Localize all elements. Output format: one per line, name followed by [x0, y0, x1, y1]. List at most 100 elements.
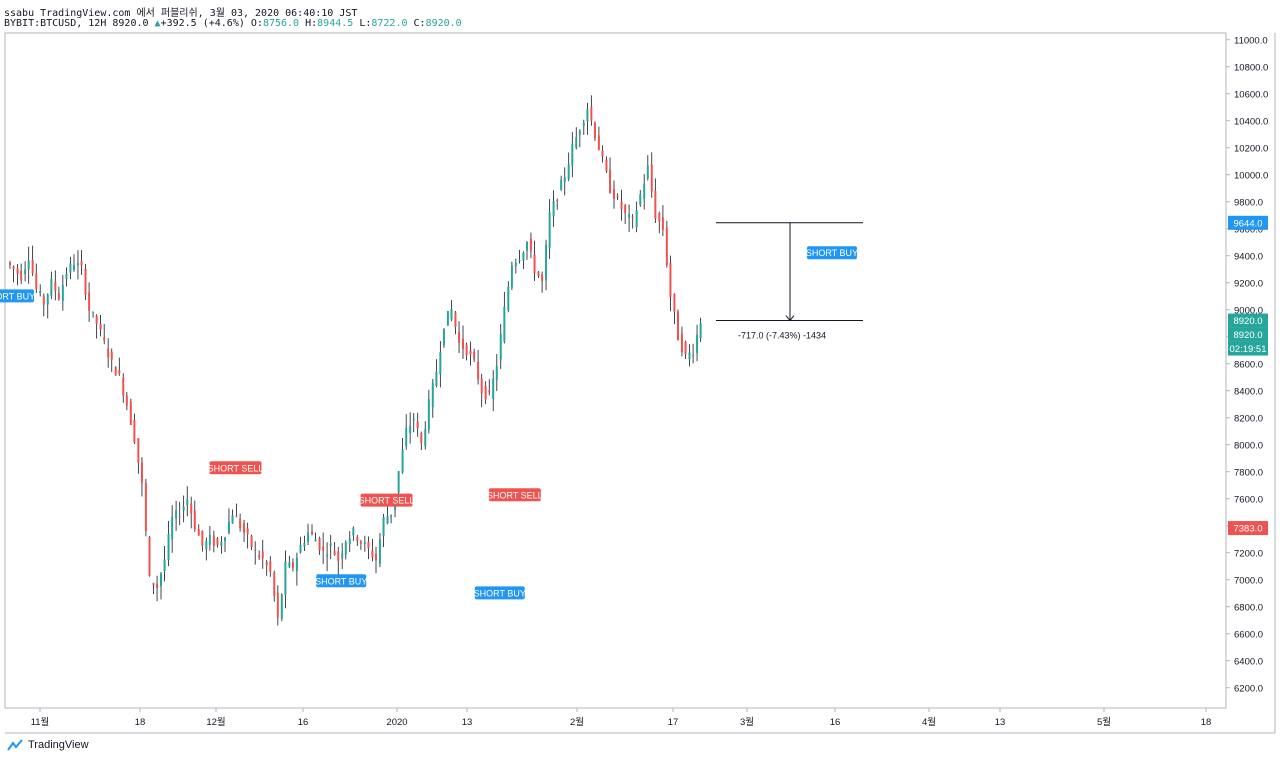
candle-body [69, 263, 72, 273]
candle-body [439, 352, 442, 375]
high-value: 8944.5 [317, 18, 354, 29]
y-tick-label: 8000.0 [1234, 440, 1263, 451]
price-change: +392.5 (+4.6%) [160, 18, 245, 29]
candle-body [231, 515, 234, 524]
candle-body [420, 432, 423, 444]
candle-body [88, 292, 91, 311]
candle-body [469, 350, 472, 355]
candle-body [341, 553, 344, 559]
y-tick-label: 10200.0 [1234, 143, 1268, 154]
short-sell-signal: SHORT SELL [359, 493, 414, 507]
candle-body [643, 183, 646, 199]
candle-body [276, 593, 279, 618]
publish-info: ssabu TradingView.com 에서 퍼블리쉬, 3월 03, 20… [4, 8, 358, 19]
candle-body [333, 551, 336, 555]
candle-body [367, 541, 370, 549]
candle-body [499, 334, 502, 361]
candle-body [526, 242, 528, 251]
candle-body [171, 516, 174, 540]
candle-body [348, 538, 351, 545]
candle-body [661, 217, 664, 230]
y-tick-label: 10800.0 [1234, 62, 1268, 73]
x-tick-label: 17 [668, 717, 679, 728]
signal-badge [209, 461, 262, 475]
candle-body [291, 562, 294, 568]
candle-body [269, 561, 272, 572]
x-tick-label: 12월 [206, 716, 225, 728]
candle-body [593, 122, 596, 139]
candle-body [65, 273, 68, 280]
candle-body [431, 382, 434, 408]
y-tick-label: 7600.0 [1234, 494, 1263, 505]
candle-body [24, 269, 27, 275]
candle-body [450, 309, 453, 320]
candle-body [273, 572, 276, 596]
y-tick-label: 6400.0 [1234, 656, 1263, 667]
x-tick-label: 4월 [922, 716, 936, 728]
y-tick-label: 8200.0 [1234, 413, 1263, 424]
candles [9, 95, 702, 626]
candle-body [578, 131, 581, 136]
candle-body [197, 528, 200, 536]
candle-body [307, 532, 310, 543]
candle-body [359, 541, 362, 544]
candle-body [639, 194, 642, 205]
candle-body [658, 213, 661, 222]
signal-label: SHORT BUY [806, 248, 858, 258]
x-tick-label: 2020 [386, 717, 407, 728]
price-label-bg [1228, 327, 1268, 342]
short-sell-signal: SHORT SELL [487, 488, 543, 502]
candle-body [405, 428, 408, 447]
candle-body [35, 273, 38, 289]
candle-body [624, 205, 627, 214]
candle-body [597, 135, 600, 151]
candle-body [412, 418, 415, 421]
candle-body [344, 542, 347, 555]
tradingview-cloud-icon [7, 739, 23, 751]
price-axis-label: 02:19:51 [1228, 341, 1268, 356]
short-buy-signal: SHORT BUY [315, 574, 367, 588]
candle-body [110, 351, 113, 360]
candle-body [575, 137, 578, 149]
candle-body [541, 274, 544, 282]
candle-body [352, 527, 355, 536]
signal-badge [316, 574, 367, 588]
candle-body [337, 551, 340, 561]
brand-name: TradingView [28, 739, 89, 751]
x-tick-label: 18 [1201, 717, 1212, 728]
candle-body [563, 177, 566, 182]
candle-body [80, 261, 83, 266]
price-label-text: 02:19:51 [1230, 344, 1267, 355]
y-tick-label: 8400.0 [1234, 386, 1263, 397]
candle-body [107, 348, 110, 358]
candle-body [390, 514, 393, 517]
candle-body [477, 361, 480, 380]
candle-body [224, 537, 226, 542]
y-tick-label: 6200.0 [1234, 683, 1263, 694]
price-axis-label: 9644.0 [1228, 215, 1268, 230]
candle-body [322, 546, 325, 551]
candle-body [609, 169, 612, 193]
measure-arrow-icon [785, 315, 795, 322]
candle-body [462, 338, 464, 349]
candle-body [216, 538, 219, 546]
candle-body [125, 395, 128, 406]
candle-body [12, 266, 15, 270]
candle-body [613, 189, 615, 200]
y-tick-label: 9000.0 [1234, 305, 1263, 316]
y-tick-label: 8600.0 [1234, 359, 1263, 370]
y-tick-label: 10000.0 [1234, 170, 1268, 181]
plot-frame [4, 32, 1227, 709]
candle-body [458, 331, 461, 343]
x-tick-label: 18 [135, 717, 146, 728]
candle-body [571, 144, 574, 166]
candle-body [590, 106, 593, 121]
candle-body [250, 535, 253, 547]
tradingview-logo[interactable]: TradingView [6, 739, 89, 751]
candle-body [484, 385, 487, 400]
signal-badge [474, 586, 525, 600]
candle-body [605, 159, 608, 171]
signal-label: SHORT SELL [487, 490, 543, 500]
y-tick-label: 9800.0 [1234, 197, 1263, 208]
